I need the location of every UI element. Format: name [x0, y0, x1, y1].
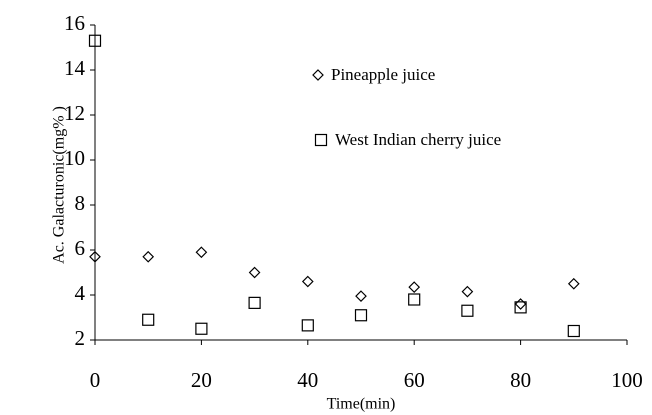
point — [354, 309, 368, 322]
point — [89, 250, 101, 263]
point — [514, 298, 527, 310]
legend-marker — [314, 133, 328, 147]
point — [142, 250, 155, 263]
x-tick-label: 0 — [90, 368, 101, 392]
point — [461, 304, 474, 317]
point — [567, 277, 580, 290]
point — [567, 324, 580, 338]
y-tick-label: 14 — [64, 56, 86, 80]
x-tick-label: 60 — [404, 368, 425, 392]
x-axis-title: Time(min) — [327, 396, 396, 413]
legend-marker — [312, 69, 324, 81]
point — [248, 296, 261, 309]
point — [195, 246, 208, 259]
x-tick-label: 40 — [297, 368, 318, 392]
x-tick-label: 80 — [510, 368, 531, 392]
point — [248, 266, 261, 279]
point — [195, 322, 208, 335]
point — [301, 275, 314, 288]
y-tick-label: 2 — [75, 326, 86, 350]
point — [142, 313, 155, 326]
point — [88, 34, 102, 47]
y-tick-label: 10 — [64, 146, 85, 170]
point — [461, 285, 474, 298]
point — [408, 281, 421, 293]
legend-label: Pineapple juice — [331, 65, 436, 84]
y-tick-label: 16 — [64, 11, 85, 35]
point — [301, 319, 314, 332]
point — [514, 301, 527, 314]
point — [355, 290, 367, 302]
x-tick-label: 100 — [611, 368, 643, 392]
y-tick-label: 6 — [75, 236, 86, 260]
y-tick-label: 12 — [64, 101, 85, 125]
x-tick-label: 20 — [191, 368, 212, 392]
y-tick-label: 4 — [75, 281, 86, 305]
point — [408, 293, 421, 306]
legend-label: West Indian cherry juice — [335, 130, 502, 149]
y-axis-title: Ac. Galacturonic(mg% ) — [51, 106, 68, 264]
y-tick-label: 8 — [75, 191, 86, 215]
